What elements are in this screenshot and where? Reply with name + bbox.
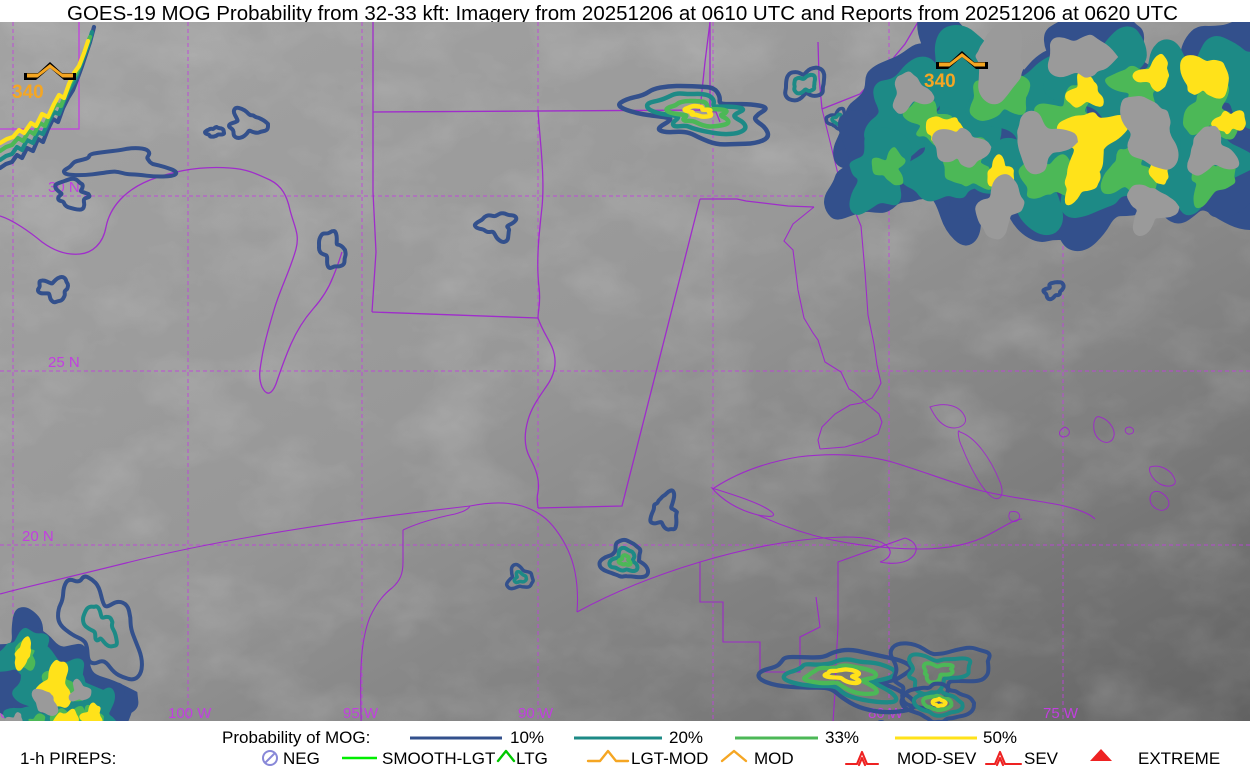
svg-text:75 W: 75 W bbox=[1043, 705, 1079, 721]
svg-text:MOD-SEV: MOD-SEV bbox=[897, 749, 977, 768]
svg-text:100 W: 100 W bbox=[168, 705, 212, 721]
svg-text:340: 340 bbox=[924, 71, 956, 92]
svg-text:NEG: NEG bbox=[283, 749, 320, 768]
svg-text:LGT-MOD: LGT-MOD bbox=[631, 749, 708, 768]
svg-text:EXTREME: EXTREME bbox=[1138, 749, 1220, 768]
svg-text:MOD: MOD bbox=[754, 749, 794, 768]
svg-text:SEV: SEV bbox=[1024, 749, 1059, 768]
svg-text:10%: 10% bbox=[510, 728, 544, 747]
svg-text:33%: 33% bbox=[825, 728, 859, 747]
svg-text:20 N: 20 N bbox=[22, 528, 54, 545]
svg-text:20%: 20% bbox=[669, 728, 703, 747]
svg-text:LTG: LTG bbox=[516, 749, 548, 768]
svg-text:Probability of MOG:: Probability of MOG: bbox=[222, 728, 370, 747]
svg-text:340: 340 bbox=[12, 82, 44, 103]
svg-text:90 W: 90 W bbox=[518, 705, 554, 721]
svg-text:1-h PIREPS:: 1-h PIREPS: bbox=[20, 749, 116, 768]
svg-text:SMOOTH-LGT: SMOOTH-LGT bbox=[382, 749, 495, 768]
svg-text:50%: 50% bbox=[983, 728, 1017, 747]
svg-text:25 N: 25 N bbox=[48, 354, 80, 371]
